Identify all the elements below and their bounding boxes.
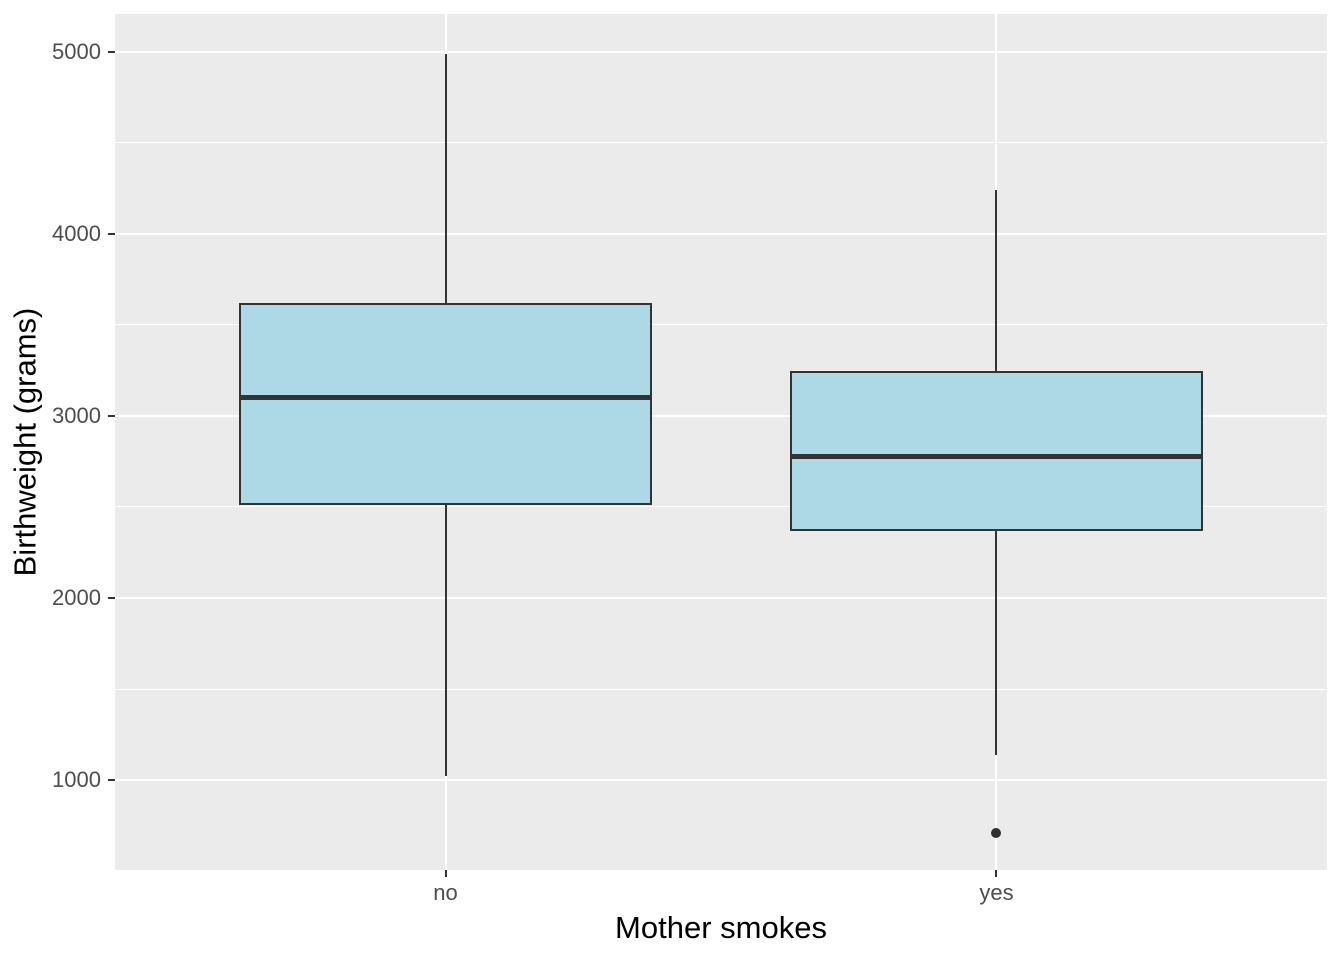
y-tick-label: 2000: [52, 584, 101, 610]
whisker-lower-no: [444, 505, 447, 777]
y-tick-mark: [108, 232, 115, 235]
whisker-lower-yes: [995, 530, 998, 756]
whisker-upper-yes: [995, 190, 998, 372]
gridline-minor: [115, 506, 1327, 508]
x-tick-mark: [444, 870, 447, 877]
gridline-minor: [115, 324, 1327, 326]
y-tick-label: 5000: [52, 38, 101, 64]
box-no: [238, 302, 653, 506]
gridline-major: [115, 50, 1327, 53]
x-tick-label-no: no: [433, 880, 458, 905]
x-tick-label-yes: yes: [979, 880, 1014, 905]
y-tick-mark: [108, 414, 115, 417]
y-axis-title: Birthweight (grams): [7, 307, 43, 577]
x-axis-title: Mother smokes: [615, 910, 827, 945]
whisker-upper-no: [444, 53, 447, 303]
gridline-minor: [115, 142, 1327, 144]
gridline-minor: [115, 688, 1327, 690]
y-tick-label: 3000: [52, 402, 101, 428]
box-yes: [789, 371, 1204, 531]
gridline-major: [115, 779, 1327, 782]
y-tick-mark: [108, 779, 115, 782]
y-tick-mark: [108, 50, 115, 53]
x-tick-mark: [995, 870, 998, 877]
outlier-point-yes: [991, 828, 1002, 839]
median-line-yes: [791, 454, 1202, 460]
y-tick-mark: [108, 596, 115, 599]
y-tick-label: 1000: [52, 767, 101, 793]
median-line-no: [240, 395, 651, 401]
gridline-major: [115, 596, 1327, 599]
y-tick-label: 4000: [52, 220, 101, 246]
gridline-major: [115, 232, 1327, 235]
gridline-major: [115, 414, 1327, 417]
